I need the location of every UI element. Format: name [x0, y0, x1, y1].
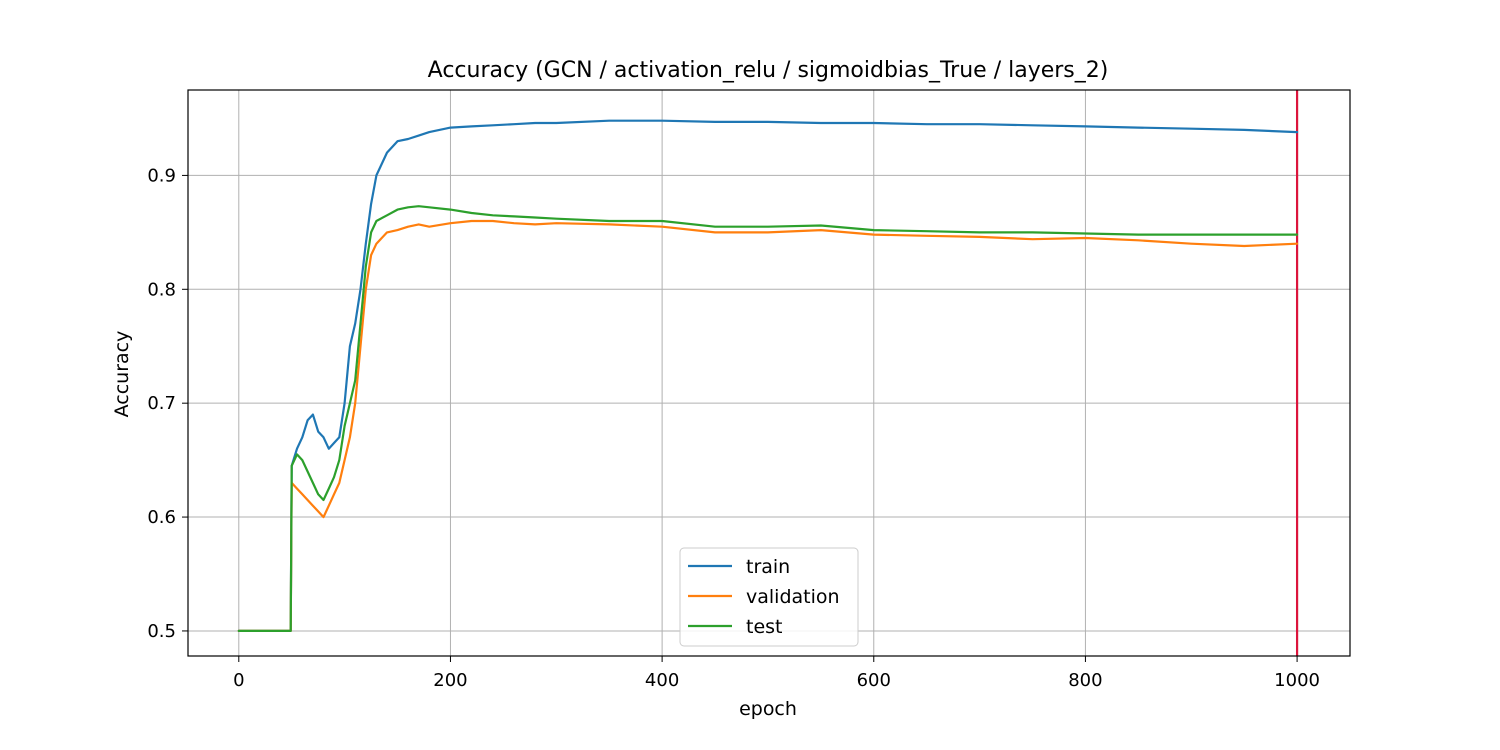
x-tick-label: 800	[1068, 670, 1102, 691]
y-tick-label: 0.9	[147, 165, 176, 186]
x-tick-label: 200	[433, 670, 467, 691]
chart-title: Accuracy (GCN / activation_relu / sigmoi…	[428, 58, 1109, 83]
x-axis-label: epoch	[739, 698, 797, 720]
series-line-train	[237, 119, 1299, 632]
y-tick-label: 0.5	[147, 621, 176, 642]
y-tick-label: 0.7	[147, 393, 176, 414]
legend-label-train: train	[746, 556, 790, 578]
legend-label-validation: validation	[746, 586, 840, 608]
y-axis-label: Accuracy	[111, 331, 133, 418]
x-tick-label: 400	[645, 670, 679, 691]
x-tick-label: 1000	[1274, 670, 1320, 691]
series-line-test	[237, 205, 1299, 632]
legend-label-test: test	[746, 616, 783, 638]
axis-ticks: 0 200 400 600 800 1000 0.5 0.6 0.7 0.8 0.9	[147, 165, 1320, 691]
x-tick-label: 600	[857, 670, 891, 691]
series-lines	[237, 119, 1299, 632]
y-tick-label: 0.6	[147, 507, 176, 528]
y-tick-label: 0.8	[147, 279, 176, 300]
grid	[188, 90, 1350, 656]
plot-area-frame	[187, 89, 1351, 657]
x-tick-label: 0	[233, 670, 244, 691]
series-line-validation	[237, 219, 1299, 632]
legend-box	[679, 547, 859, 647]
legend: train validation test	[679, 547, 859, 647]
